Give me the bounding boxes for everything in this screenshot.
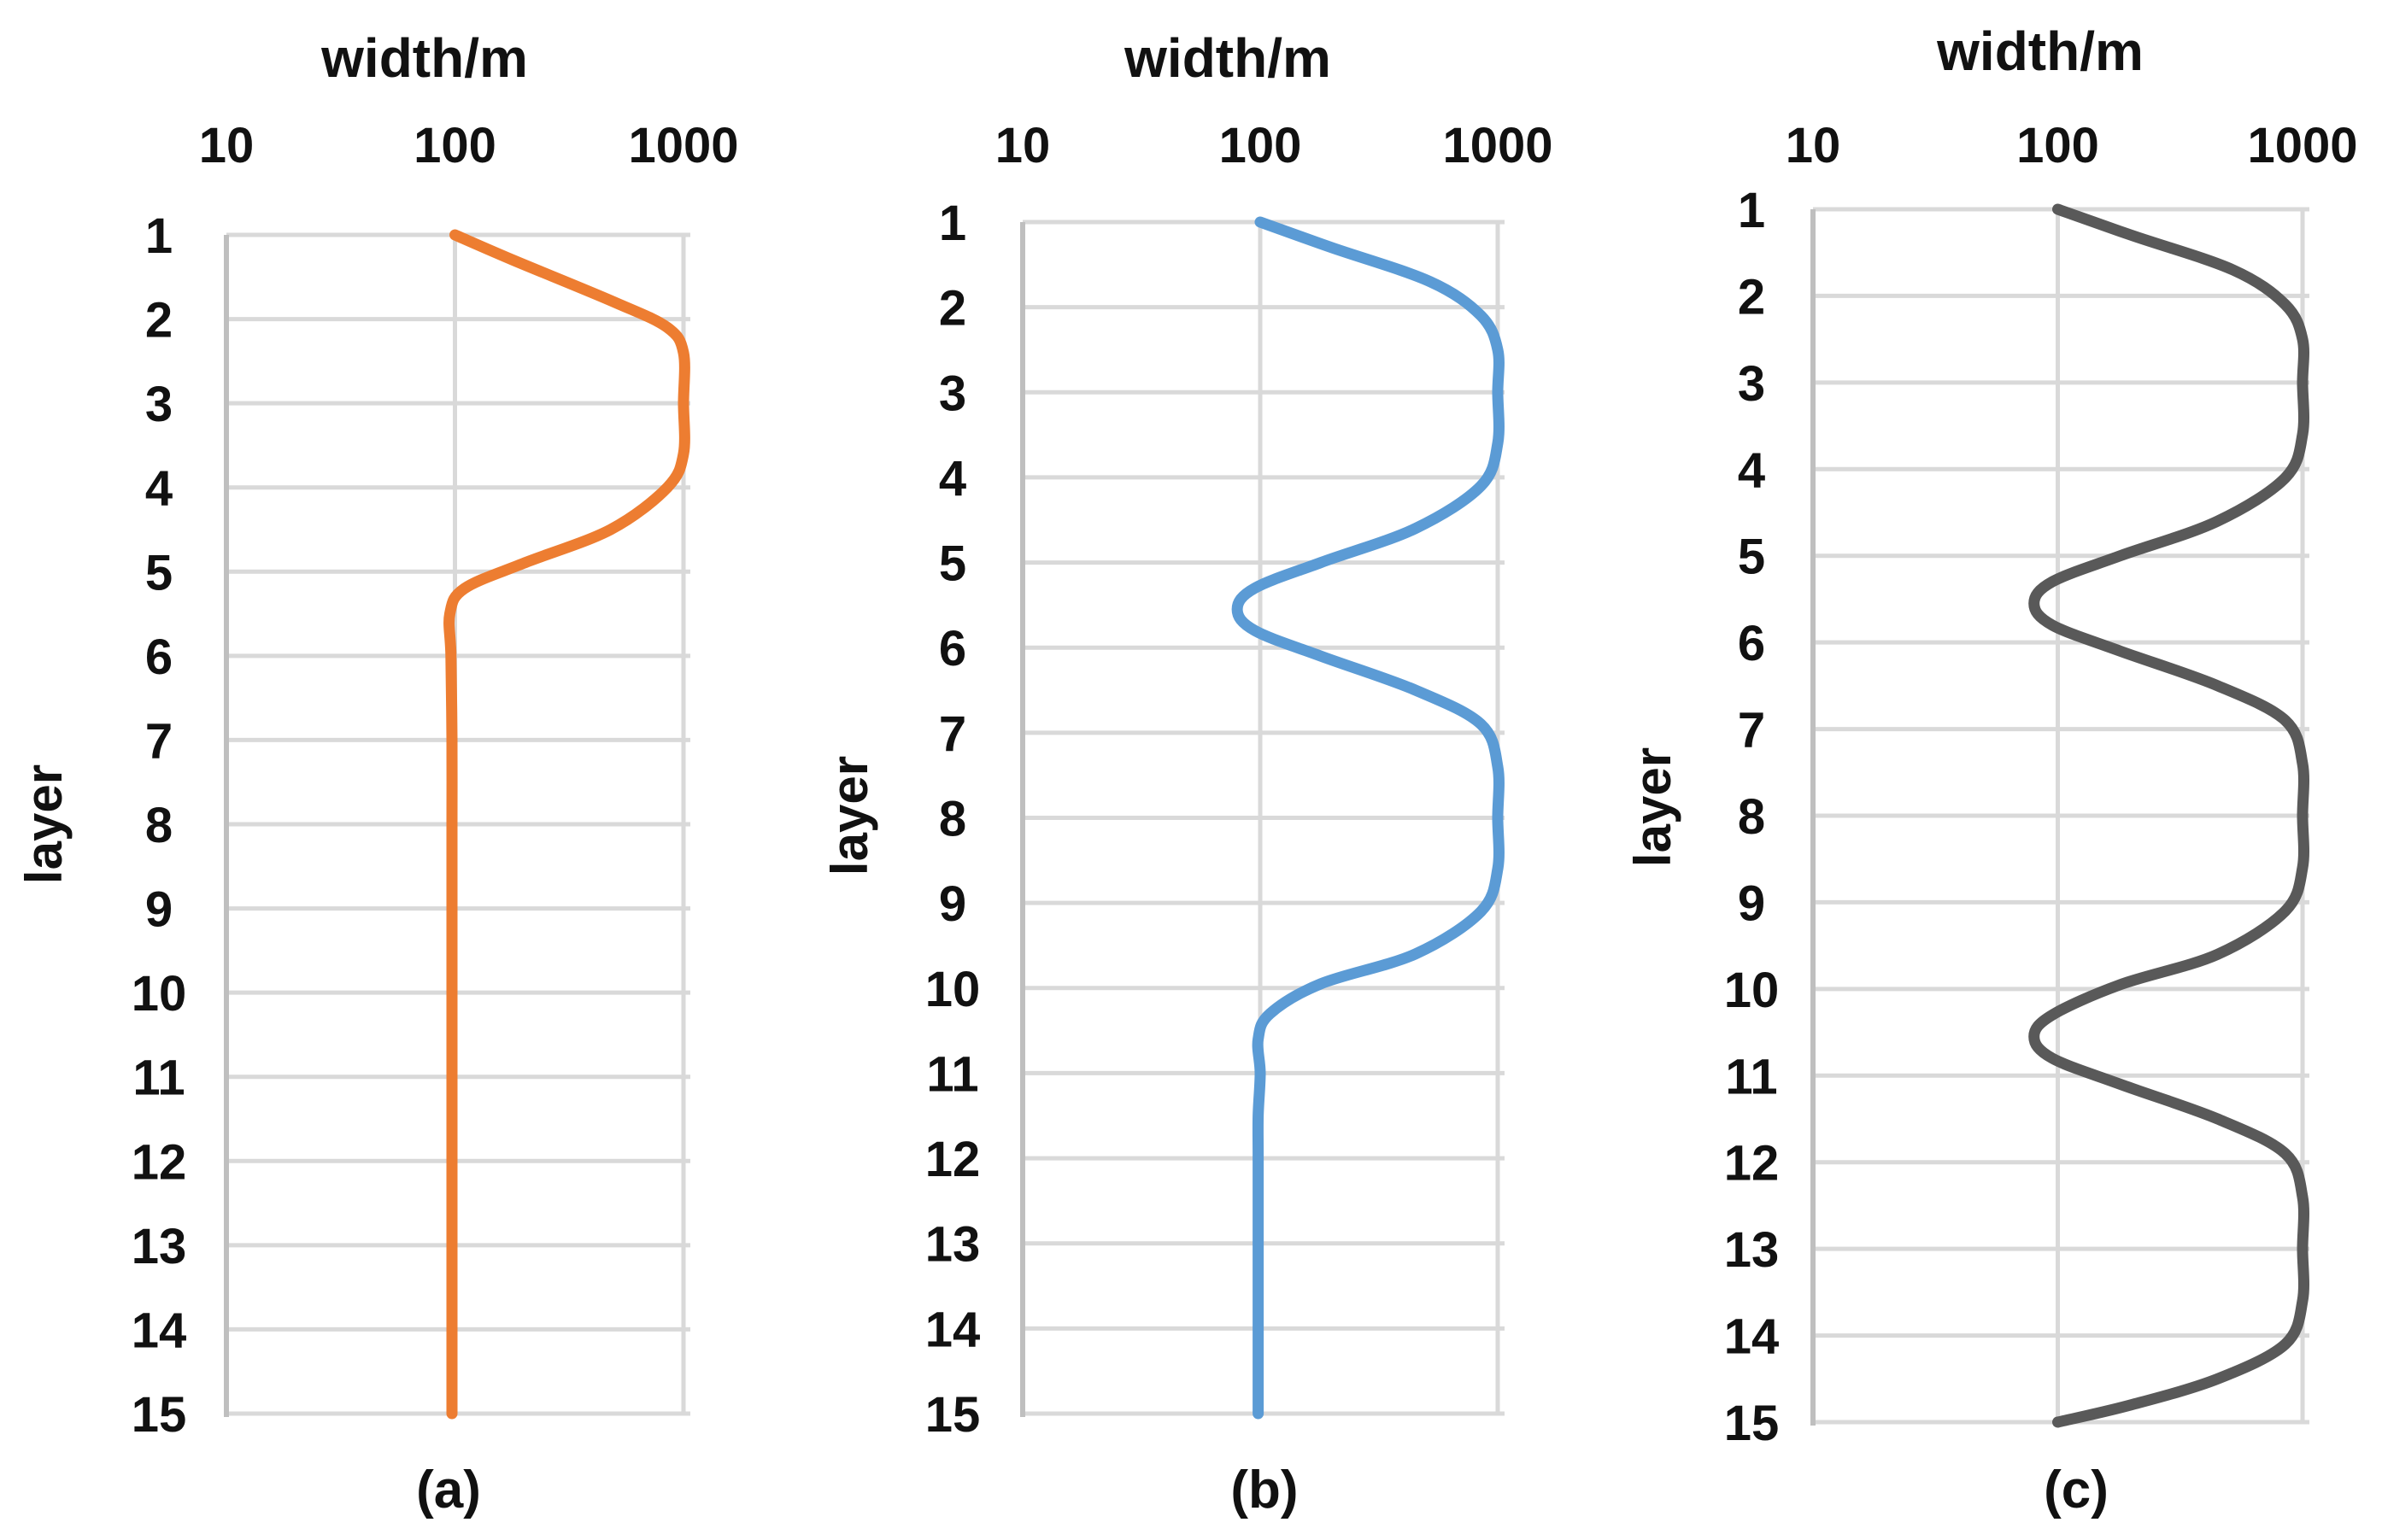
y-tick-label: 14 [1724,1309,1780,1365]
y-tick-label: 13 [132,1219,187,1274]
y-tick-label: 8 [1738,789,1765,845]
x-tick-label: 1000 [1442,118,1552,173]
y-tick-label: 1 [939,196,966,251]
y-tick-label: 11 [1725,1049,1777,1104]
y-tick-label: 7 [939,706,966,762]
y-tick-label: 12 [1724,1136,1780,1192]
y-tick-label: 2 [939,281,966,337]
series-line [1231,216,1505,1420]
x-tick-label: 10 [199,118,255,173]
x-tick-label: 10 [1786,118,1841,173]
chart-svg: 10 100 1000width/m123456789101112131415lay… [1624,20,2358,1520]
y-tick-label: 11 [926,1046,978,1102]
y-tick-label: 8 [939,792,966,847]
y-tick-label: 6 [939,621,966,676]
y-tick-label: 15 [925,1387,981,1443]
y-tick-label: 3 [939,366,966,421]
y-tick-label: 9 [1738,875,1765,931]
y-tick-label: 1 [145,208,173,264]
y-tick-label: 9 [939,876,966,932]
x-tick-label: 1000 [2247,118,2357,173]
y-tick-label: 1 [1738,183,1765,238]
x-axis-title: width/m [320,27,528,89]
y-tick-label: 7 [145,713,173,769]
y-tick-label: 4 [1738,442,1765,498]
panel-label: (b) [1230,1461,1298,1520]
y-tick-label: 5 [145,545,173,600]
x-tick-label: 100 [1219,118,1302,173]
chart-panel-b: 10 100 1000 width/m 1 2 3 4 5 6 7 8 9 10 11 12 13 14 15 lay… [803,0,1606,1540]
y-tick-label: 13 [925,1217,981,1273]
y-tick-label: 8 [145,798,173,853]
y-tick-label: 12 [925,1132,981,1187]
x-axis-title: width/m [1124,27,1331,89]
y-tick-label: 3 [145,377,173,432]
y-tick-label: 2 [145,293,173,348]
y-tick-label: 12 [132,1134,187,1190]
x-tick-label: 1000 [628,118,738,173]
chart-svg: 10 100 1000width/m123456789101112131415lay… [821,27,1553,1520]
y-tick-label: 5 [1738,530,1765,585]
x-tick-label: 100 [2016,118,2099,173]
y-axis-title: layer [1624,747,1681,867]
chart-panel-c: 10 100 1000 width/m 1 2 3 4 5 6 7 8 9 10 11 12 13 14 15 lay… [1606,0,2382,1540]
y-tick-label: 10 [132,966,187,1022]
y-tick-label: 4 [939,451,966,507]
panel-label: (a) [416,1461,481,1520]
chart-svg: 10 100 1000width/m123456789101112131415lay… [15,27,739,1520]
y-tick-label: 7 [1738,703,1765,758]
chart-panel-a: 10 100 1000 width/m 1 2 3 4 5 6 7 8 9 10 11 12 13 14 15 lay… [0,0,803,1540]
series-line [2028,203,2309,1428]
y-tick-label: 6 [1738,616,1765,671]
x-axis-title: width/m [1936,20,2144,82]
y-tick-label: 4 [145,461,173,517]
x-tick-label: 10 [995,118,1051,173]
y-tick-label: 14 [925,1302,981,1357]
y-tick-label: 15 [132,1387,187,1443]
y-tick-label: 14 [132,1303,187,1358]
y-tick-label: 11 [132,1051,185,1106]
y-tick-label: 5 [939,536,966,592]
y-tick-label: 9 [145,882,173,938]
y-tick-label: 10 [1724,963,1780,1018]
y-axis-title: layer [15,764,73,884]
series-line [443,229,690,1420]
y-tick-label: 10 [925,962,981,1017]
x-tick-label: 100 [414,118,496,173]
y-tick-label: 2 [1738,269,1765,325]
panel-label: (c) [2044,1461,2109,1520]
y-tick-label: 6 [145,629,173,685]
y-tick-label: 15 [1724,1396,1780,1451]
y-tick-label: 3 [1738,356,1765,412]
y-tick-label: 13 [1724,1222,1780,1278]
y-axis-title: layer [821,756,878,875]
